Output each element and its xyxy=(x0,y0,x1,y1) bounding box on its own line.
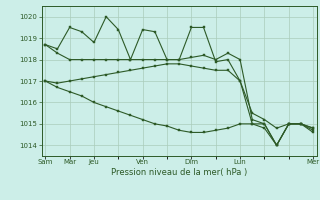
X-axis label: Pression niveau de la mer( hPa ): Pression niveau de la mer( hPa ) xyxy=(111,168,247,177)
